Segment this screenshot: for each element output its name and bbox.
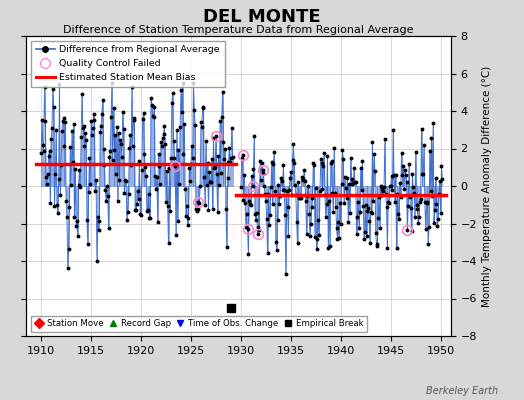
Text: DEL MONTE: DEL MONTE xyxy=(203,8,321,26)
Y-axis label: Monthly Temperature Anomaly Difference (°C): Monthly Temperature Anomaly Difference (… xyxy=(483,65,493,307)
Text: Berkeley Earth: Berkeley Earth xyxy=(425,386,498,396)
Legend: Station Move, Record Gap, Time of Obs. Change, Empirical Break: Station Move, Record Gap, Time of Obs. C… xyxy=(30,316,367,332)
Title: Difference of Station Temperature Data from Regional Average: Difference of Station Temperature Data f… xyxy=(63,25,413,35)
